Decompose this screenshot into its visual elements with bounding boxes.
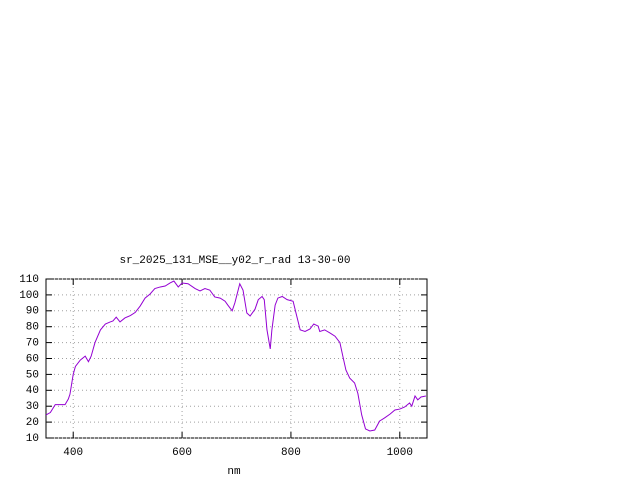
y-tick-label: 70 xyxy=(26,338,39,350)
y-tick-label: 90 xyxy=(26,306,39,318)
plot-border xyxy=(45,278,428,439)
data-line xyxy=(45,280,427,432)
x-tick-label: 600 xyxy=(172,447,192,459)
y-tick-label: 50 xyxy=(26,369,39,381)
chart-title: sr_2025_131_MSE__y02_r_rad 13-30-00 xyxy=(119,255,350,267)
y-tick-label: 110 xyxy=(19,274,39,286)
y-tick-label: 20 xyxy=(26,417,39,429)
x-tick-label: 400 xyxy=(63,447,83,459)
y-tick-label: 30 xyxy=(26,401,39,413)
y-tick-label: 100 xyxy=(19,290,39,302)
x-axis-label: nm xyxy=(227,466,241,478)
y-tick-label: 60 xyxy=(26,353,39,365)
y-tick-label: 10 xyxy=(26,433,39,445)
x-tick-label: 800 xyxy=(281,447,301,459)
y-tick-label: 80 xyxy=(26,322,39,334)
x-tick-label: 1000 xyxy=(387,447,413,459)
y-tick-label: 40 xyxy=(26,385,39,397)
